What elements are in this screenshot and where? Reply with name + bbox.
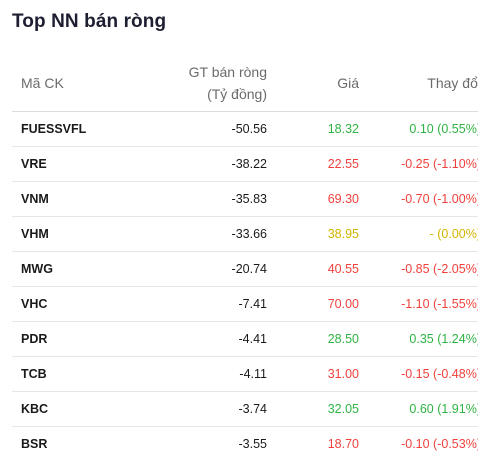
change-cell: - (0.00%) bbox=[361, 216, 478, 252]
table-row[interactable]: FUESSVFL -50.56 18.32 0.10 (0.55%) bbox=[12, 111, 478, 147]
change-cell: -0.85 (-2.05%) bbox=[361, 251, 478, 287]
net-value-cell: -38.22 bbox=[141, 146, 267, 182]
header-net-value-line1: GT bán ròng bbox=[188, 64, 267, 80]
change-cell: -1.10 (-1.55%) bbox=[361, 286, 478, 322]
symbol-cell[interactable]: TCB bbox=[12, 356, 141, 392]
net-value-cell: -4.11 bbox=[141, 356, 267, 392]
net-value-cell: -50.56 bbox=[141, 111, 267, 147]
symbol-cell[interactable]: MWG bbox=[12, 251, 141, 287]
table-row[interactable]: VNM -35.83 69.30 -0.70 (-1.00%) bbox=[12, 181, 478, 217]
widget-title: Top NN bán ròng bbox=[12, 11, 167, 32]
header-symbol: Mã CK bbox=[12, 55, 141, 112]
price-cell: 31.00 bbox=[267, 356, 361, 392]
table-body: FUESSVFL -50.56 18.32 0.10 (0.55%) VRE -… bbox=[12, 111, 478, 462]
change-cell: -0.15 (-0.48%) bbox=[361, 356, 478, 392]
header-price: Giá bbox=[267, 55, 361, 112]
change-cell: 0.60 (1.91%) bbox=[361, 391, 478, 427]
table-row[interactable]: KBC -3.74 32.05 0.60 (1.91%) bbox=[12, 391, 478, 427]
price-cell: 40.55 bbox=[267, 251, 361, 287]
symbol-cell[interactable]: BSR bbox=[21, 437, 48, 451]
table-header-row: Mã CK GT bán ròng (Tỷ đồng) Giá Thay đổi bbox=[12, 55, 478, 112]
net-value-cell: -7.41 bbox=[141, 286, 267, 322]
table-row[interactable]: VHM -33.66 38.95 - (0.00%) bbox=[12, 216, 478, 252]
symbol-cell[interactable]: VHC bbox=[12, 286, 141, 322]
net-value-cell: -3.74 bbox=[141, 391, 267, 427]
symbol-cell[interactable]: VNM bbox=[12, 181, 141, 217]
symbol-cell[interactable]: FUESSVFL bbox=[12, 111, 141, 147]
table-row[interactable]: PDR -4.41 28.50 0.35 (1.24%) bbox=[12, 321, 478, 357]
net-value-cell: -33.66 bbox=[141, 216, 267, 252]
price-cell: 18.70 bbox=[327, 437, 359, 451]
change-cell: 0.35 (1.24%) bbox=[361, 321, 478, 357]
price-cell: 69.30 bbox=[267, 181, 361, 217]
price-cell: 32.05 bbox=[267, 391, 361, 427]
price-cell: 18.32 bbox=[267, 111, 361, 147]
header-net-value-line2: (Tỷ đồng) bbox=[207, 86, 267, 102]
price-cell: 28.50 bbox=[267, 321, 361, 357]
header-net-value: GT bán ròng (Tỷ đồng) bbox=[141, 55, 267, 112]
header-change: Thay đổi bbox=[361, 55, 478, 112]
net-value-cell: -4.41 bbox=[141, 321, 267, 357]
net-selling-table: Mã CK GT bán ròng (Tỷ đồng) Giá Thay đổi… bbox=[12, 55, 478, 461]
change-cell: -0.70 (-1.00%) bbox=[361, 181, 478, 217]
table-row[interactable]: VHC -7.41 70.00 -1.10 (-1.55%) bbox=[12, 286, 478, 322]
symbol-cell[interactable]: PDR bbox=[12, 321, 141, 357]
table-row[interactable]: TCB -4.11 31.00 -0.15 (-0.48%) bbox=[12, 356, 478, 392]
symbol-cell[interactable]: KBC bbox=[12, 391, 141, 427]
table-row[interactable]: MWG -20.74 40.55 -0.85 (-2.05%) bbox=[12, 251, 478, 287]
change-cell: 0.10 (0.55%) bbox=[361, 111, 478, 147]
price-cell: 70.00 bbox=[267, 286, 361, 322]
net-value-cell: -35.83 bbox=[141, 181, 267, 217]
table-row[interactable]: VRE -38.22 22.55 -0.25 (-1.10%) bbox=[12, 146, 478, 182]
symbol-cell[interactable]: VHM bbox=[12, 216, 141, 252]
net-value-cell: -20.74 bbox=[141, 251, 267, 287]
net-value-cell: -3.55 bbox=[238, 437, 268, 451]
symbol-cell[interactable]: VRE bbox=[12, 146, 141, 182]
change-cell: -0.10 (-0.53%) bbox=[401, 437, 478, 451]
change-cell: -0.25 (-1.10%) bbox=[361, 146, 478, 182]
table-row[interactable]: BSR -3.55 18.70 -0.10 (-0.53%) bbox=[12, 427, 478, 462]
price-cell: 38.95 bbox=[267, 216, 361, 252]
price-cell: 22.55 bbox=[267, 146, 361, 182]
